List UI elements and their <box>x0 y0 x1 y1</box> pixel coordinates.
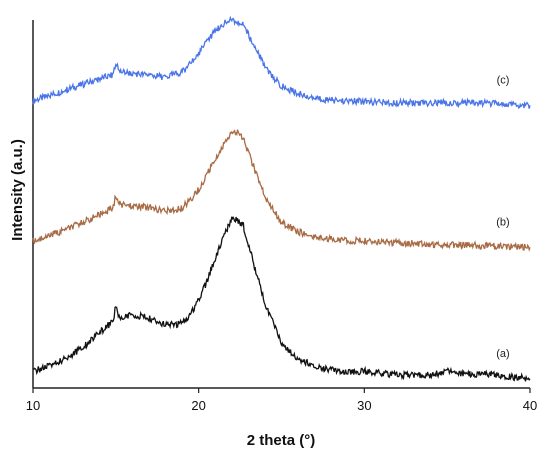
x-axis-title: 2 theta (°) <box>247 432 316 449</box>
series-labels: (c) (b) (a) <box>496 74 509 359</box>
x-ticks: 10 20 30 40 <box>26 388 537 413</box>
series-line-1 <box>32 15 531 110</box>
x-tick-label: 30 <box>357 398 371 413</box>
series-layer <box>32 15 531 382</box>
series-line-2 <box>32 129 531 252</box>
x-tick-label: 10 <box>26 398 40 413</box>
series-label-2: (b) <box>496 216 509 228</box>
series-line-3 <box>32 216 531 382</box>
series-label-1: (c) <box>497 74 510 86</box>
x-tick-label: 40 <box>523 398 537 413</box>
x-tick-label: 20 <box>191 398 205 413</box>
series-label-3: (a) <box>496 348 509 360</box>
y-axis-title: Intensity (a.u.) <box>9 139 26 241</box>
